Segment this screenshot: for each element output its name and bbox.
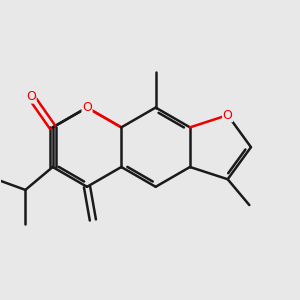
Text: O: O [26,90,36,103]
Text: O: O [82,101,92,114]
Text: O: O [223,109,232,122]
